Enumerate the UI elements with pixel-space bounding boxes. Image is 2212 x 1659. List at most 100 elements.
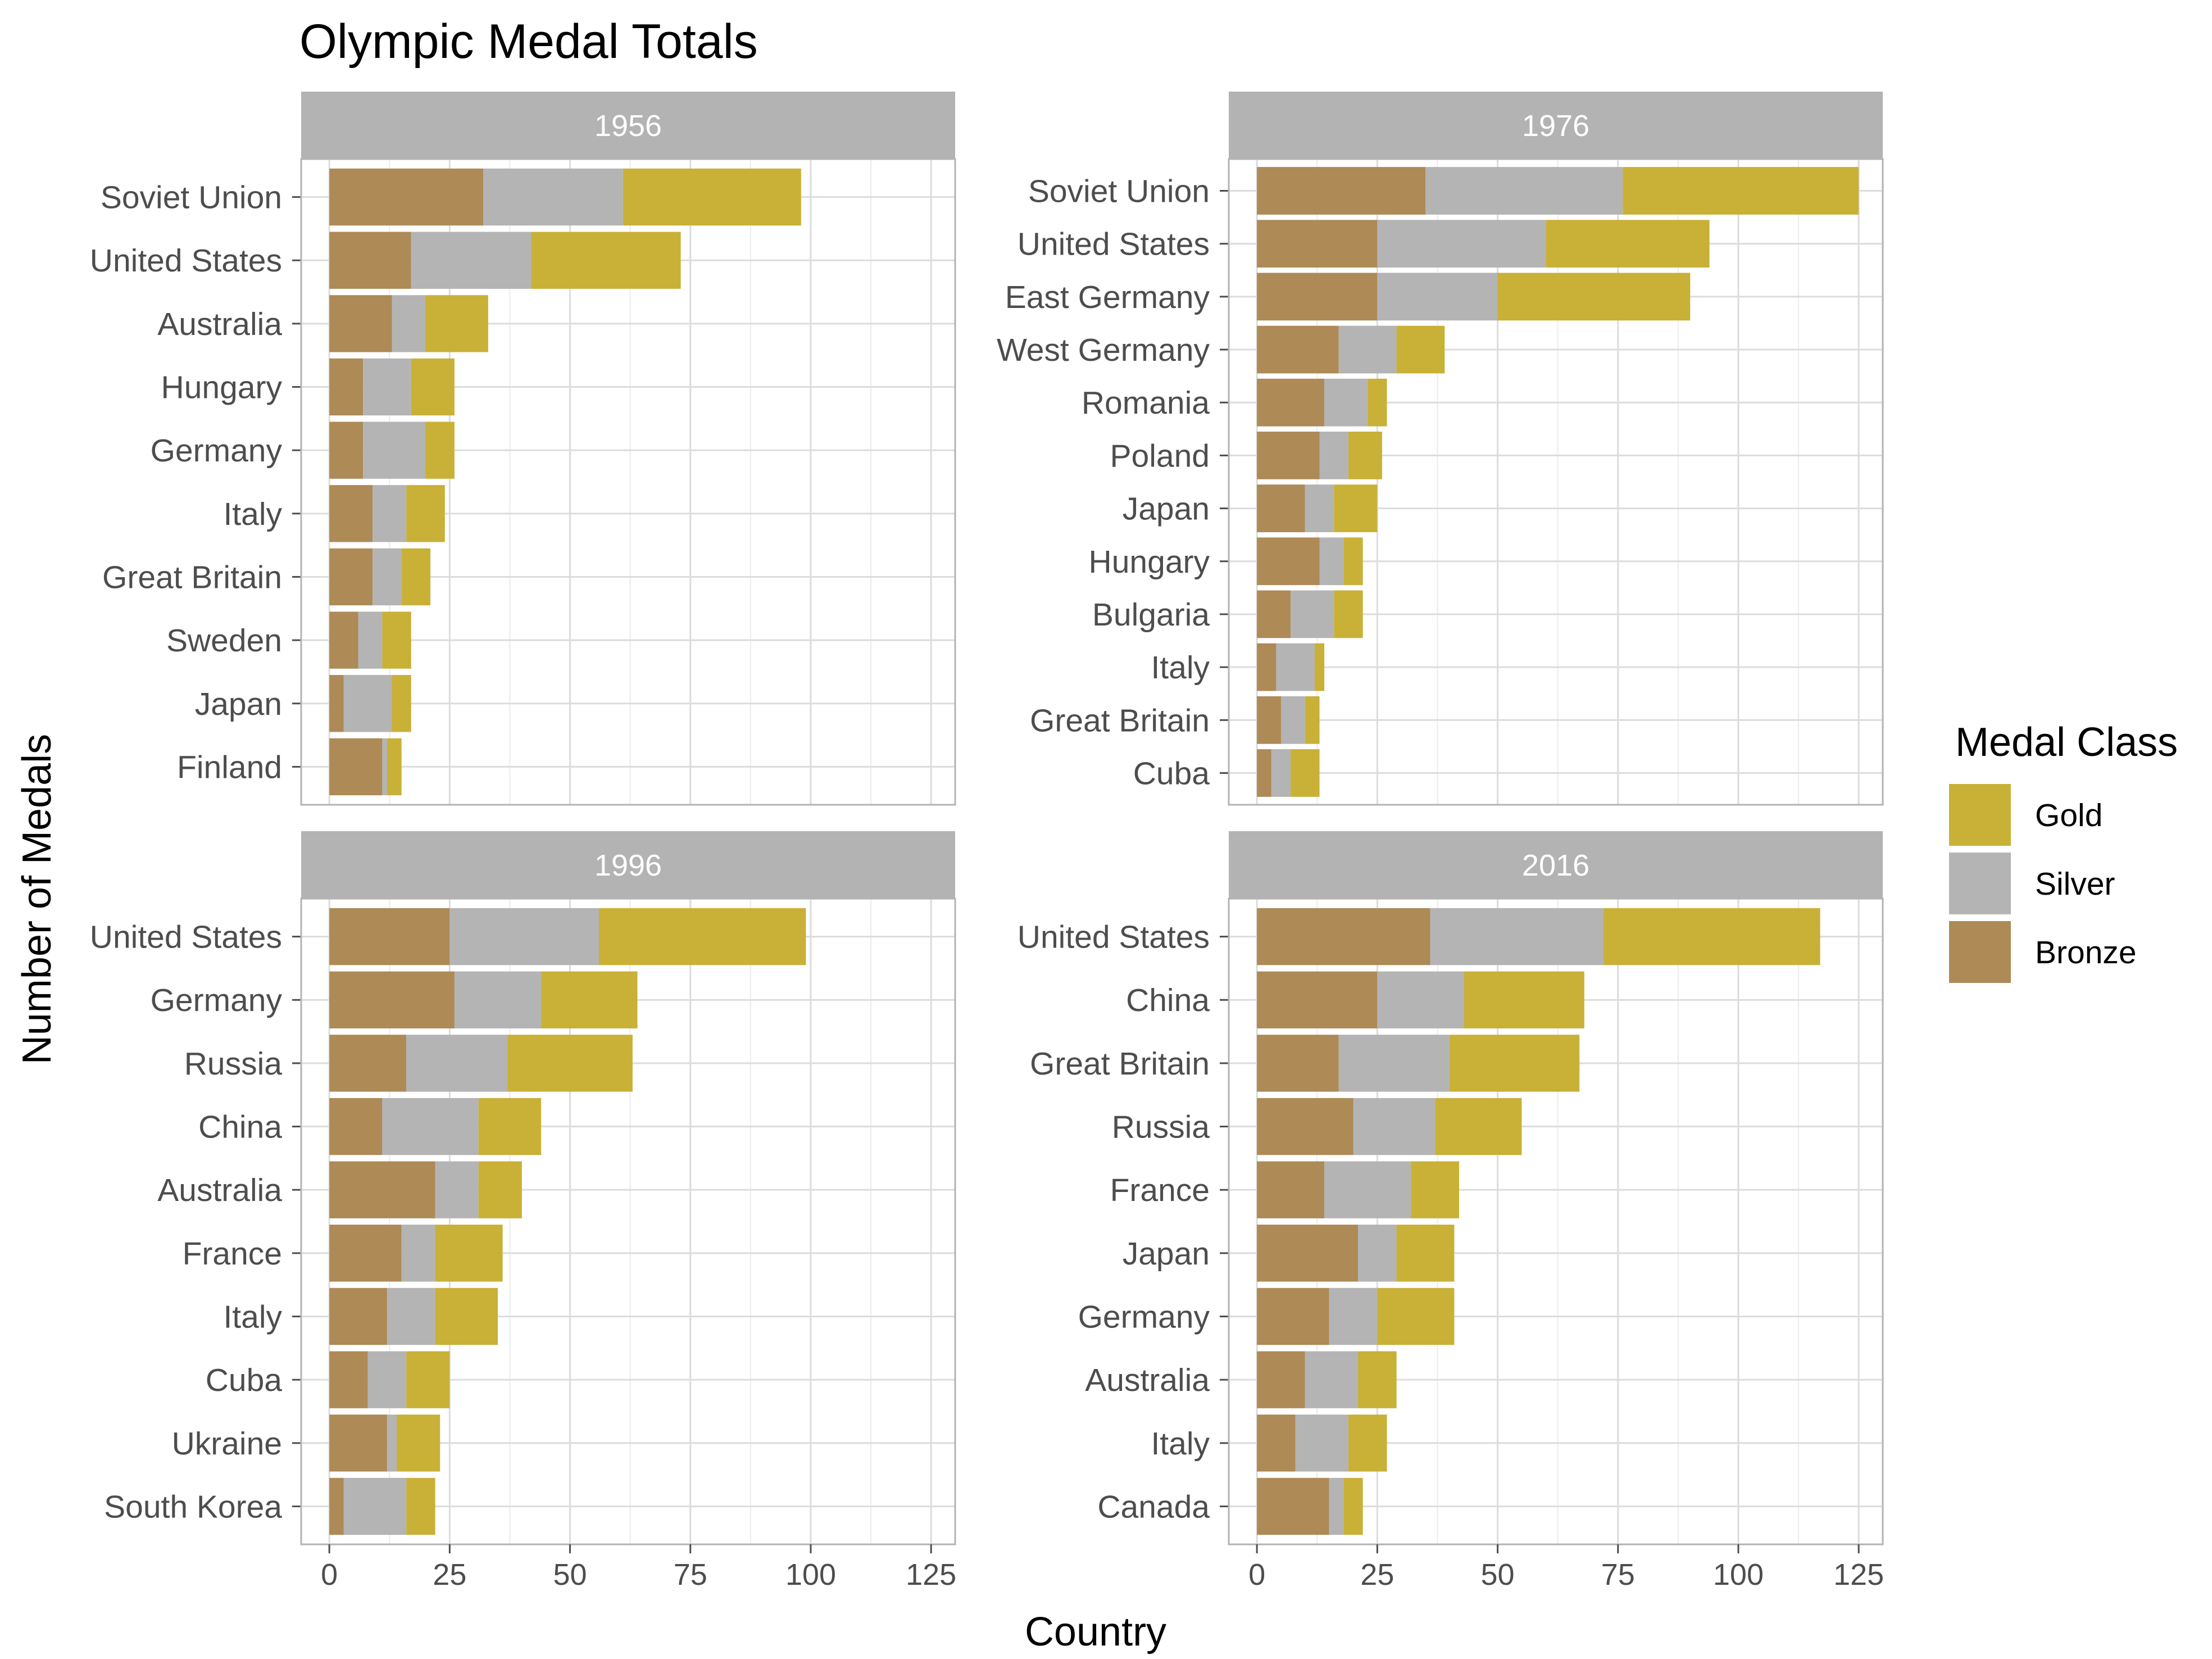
bar-bronze-great-britain bbox=[1257, 696, 1281, 744]
bar-bronze-france bbox=[1257, 1161, 1325, 1218]
category-label: China bbox=[1126, 982, 1210, 1018]
bar-gold-china bbox=[1464, 971, 1584, 1028]
bar-bronze-ukraine bbox=[329, 1415, 387, 1472]
bar-silver-united-states bbox=[411, 232, 532, 289]
bar-gold-united-states bbox=[1604, 908, 1820, 966]
category-label: Cuba bbox=[206, 1362, 283, 1398]
bar-gold-japan bbox=[392, 675, 411, 732]
bar-bronze-cuba bbox=[329, 1351, 368, 1408]
bar-silver-hungary bbox=[363, 358, 411, 416]
bar-gold-germany bbox=[541, 971, 638, 1028]
legend-key-bronze bbox=[1949, 921, 2011, 983]
bar-bronze-united-states bbox=[1257, 220, 1378, 268]
x-tick-label: 125 bbox=[1833, 1558, 1884, 1592]
bar-bronze-soviet-union bbox=[329, 168, 484, 226]
bar-gold-cuba bbox=[406, 1351, 450, 1408]
bar-gold-hungary bbox=[1343, 537, 1363, 586]
bar-silver-germany bbox=[363, 421, 426, 479]
panel-2016: 2016 United States China Great Britain Russi… bbox=[1018, 831, 1884, 1592]
category-label: Japan bbox=[1123, 491, 1210, 527]
category-label: Romania bbox=[1082, 385, 1210, 421]
bar-bronze-australia bbox=[329, 1161, 435, 1218]
bar-bronze-australia bbox=[1257, 1351, 1305, 1408]
x-tick-label: 25 bbox=[433, 1558, 466, 1592]
bar-gold-united-states bbox=[598, 908, 806, 966]
bar-silver-australia bbox=[435, 1161, 479, 1218]
chart-title: Olympic Medal Totals bbox=[299, 15, 758, 69]
category-label: Soviet Union bbox=[1028, 174, 1210, 210]
bar-silver-japan bbox=[1305, 484, 1334, 532]
bar-silver-italy bbox=[373, 485, 407, 542]
category-label: Hungary bbox=[1089, 544, 1210, 580]
bar-gold-romania bbox=[1368, 378, 1387, 427]
bar-bronze-canada bbox=[1257, 1477, 1329, 1535]
x-tick-label: 25 bbox=[1360, 1558, 1394, 1592]
panel-border bbox=[300, 898, 956, 1545]
x-tick-label: 75 bbox=[674, 1558, 707, 1592]
bar-silver-italy bbox=[387, 1288, 435, 1345]
facet-strip-label: 2016 bbox=[1522, 849, 1589, 882]
category-label: Canada bbox=[1097, 1489, 1210, 1525]
category-label: Hungary bbox=[161, 370, 283, 406]
bar-bronze-romania bbox=[1257, 378, 1325, 427]
category-label: United States bbox=[1018, 226, 1210, 262]
category-label: United States bbox=[1018, 919, 1210, 955]
bar-silver-canada bbox=[1329, 1477, 1344, 1535]
bar-gold-great-britain bbox=[1449, 1035, 1580, 1092]
bar-silver-poland bbox=[1319, 432, 1348, 479]
bar-gold-poland bbox=[1348, 432, 1382, 479]
bar-silver-united-states bbox=[1377, 220, 1546, 268]
bar-bronze-united-states bbox=[1257, 908, 1430, 966]
bar-bronze-hungary bbox=[329, 358, 364, 416]
bar-silver-hungary bbox=[1319, 537, 1344, 586]
category-label: Italy bbox=[223, 496, 282, 532]
bar-bronze-china bbox=[329, 1098, 383, 1155]
panel-border bbox=[300, 158, 956, 806]
bar-bronze-south-korea bbox=[329, 1477, 344, 1535]
category-label: France bbox=[183, 1236, 282, 1272]
legend: Medal Class Gold Silver Bronze bbox=[1949, 720, 2178, 983]
bar-bronze-great-britain bbox=[329, 548, 373, 606]
bar-silver-russia bbox=[406, 1035, 508, 1092]
bar-silver-france bbox=[401, 1225, 435, 1282]
bar-silver-romania bbox=[1324, 378, 1368, 427]
category-label: Soviet Union bbox=[101, 180, 282, 216]
facet-strip bbox=[301, 831, 955, 899]
bar-silver-italy bbox=[1295, 1415, 1348, 1472]
facet-strip-label: 1996 bbox=[594, 849, 662, 882]
bar-gold-italy bbox=[435, 1288, 498, 1345]
bar-bronze-japan bbox=[1257, 484, 1305, 532]
bar-bronze-japan bbox=[1257, 1225, 1359, 1282]
x-tick-label: 0 bbox=[1248, 1558, 1265, 1592]
bar-gold-germany bbox=[425, 421, 455, 479]
bar-silver-cuba bbox=[367, 1351, 407, 1408]
category-label: Ukraine bbox=[172, 1426, 282, 1462]
legend-key-gold bbox=[1949, 784, 2011, 846]
panel-border bbox=[1228, 898, 1884, 1545]
bar-gold-east-germany bbox=[1497, 273, 1691, 321]
bar-silver-italy bbox=[1276, 643, 1315, 691]
category-label: Japan bbox=[1123, 1236, 1210, 1272]
bar-gold-japan bbox=[1334, 484, 1378, 532]
bar-gold-great-britain bbox=[401, 548, 431, 606]
facet-strip-label: 1956 bbox=[594, 109, 662, 143]
category-label: West Germany bbox=[997, 332, 1210, 368]
bar-gold-west-germany bbox=[1396, 325, 1445, 374]
bar-gold-australia bbox=[1358, 1351, 1397, 1408]
bar-silver-soviet-union bbox=[483, 168, 623, 226]
category-label: Great Britain bbox=[1030, 1046, 1210, 1082]
bar-gold-italy bbox=[1314, 643, 1325, 691]
bar-bronze-russia bbox=[1257, 1098, 1353, 1155]
bar-gold-hungary bbox=[411, 358, 455, 416]
facet-strip bbox=[1229, 92, 1883, 159]
category-label: Japan bbox=[195, 686, 282, 722]
bar-silver-great-britain bbox=[1338, 1035, 1450, 1092]
bar-gold-france bbox=[1411, 1161, 1459, 1218]
bar-bronze-cuba bbox=[1257, 749, 1271, 797]
legend-label-bronze: Bronze bbox=[2035, 935, 2137, 971]
bar-bronze-germany bbox=[1257, 1288, 1329, 1345]
x-axis-title: Country bbox=[1025, 1610, 1166, 1655]
bar-gold-japan bbox=[1396, 1225, 1455, 1282]
category-label: Italy bbox=[223, 1299, 282, 1335]
